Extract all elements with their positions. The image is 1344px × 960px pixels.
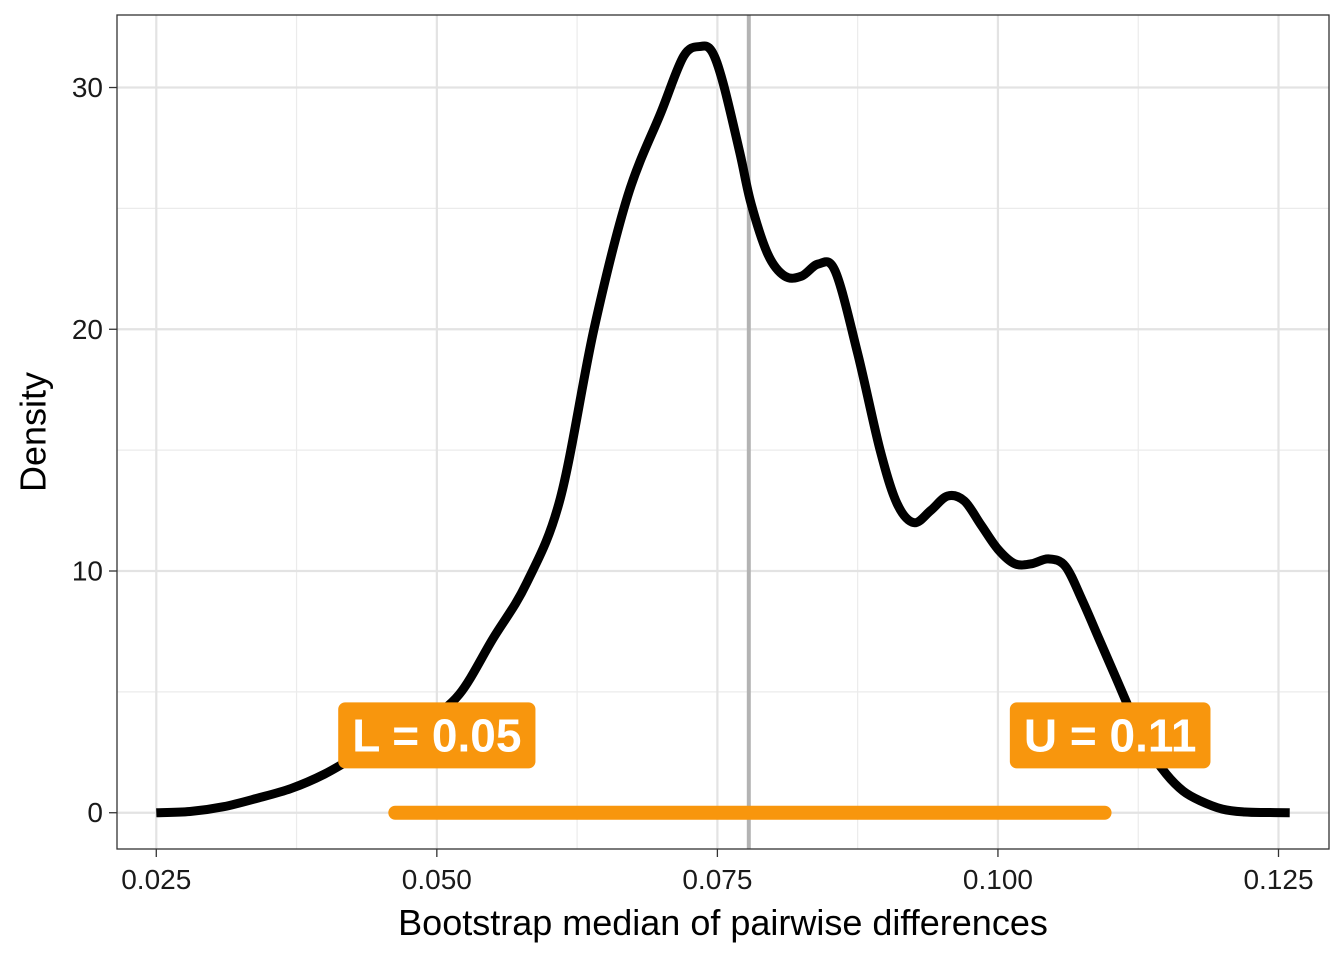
x-tick-label: 0.050 [402,864,472,895]
density-curve [156,41,1290,818]
x-axis-title: Bootstrap median of pairwise differences [398,902,1048,943]
x-tick-label: 0.100 [963,864,1033,895]
upper-bound-label: U = 0.11 [1009,702,1211,769]
label-box [338,702,536,769]
label-text: L = 0.05 [352,709,521,761]
y-tick-label: 30 [72,72,103,103]
lower-bound-label: L = 0.05 [338,702,536,769]
label-text: U = 0.11 [1024,709,1197,761]
y-tick-label: 20 [72,314,103,345]
y-tick-label: 0 [87,797,103,828]
interval-labels: L = 0.05 U = 0.11 [338,702,1211,769]
x-axis-ticks: 0.025 0.050 0.075 0.100 0.125 [121,849,1314,895]
x-tick-label: 0.025 [121,864,191,895]
x-tick-label: 0.075 [682,864,752,895]
y-tick-label: 10 [72,556,103,587]
y-axis-ticks: 0 10 20 30 [72,72,117,828]
x-tick-label: 0.125 [1243,864,1313,895]
y-axis-title: Density [13,372,54,492]
plot-panel-border [116,14,1330,850]
label-box [1009,702,1211,769]
